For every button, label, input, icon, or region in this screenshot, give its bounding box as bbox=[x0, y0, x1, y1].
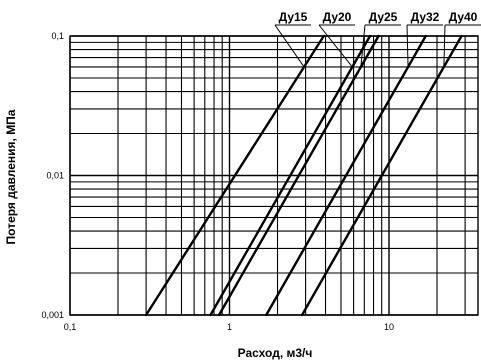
chart-grid bbox=[69, 35, 478, 316]
legend-labels: Ду15 Ду20 Ду25 Ду32 Ду40 bbox=[279, 10, 478, 24]
legend-label-1: Ду15 bbox=[279, 10, 308, 24]
tick-labels: 0,1 1 10 0,001 0,01 0,1 bbox=[41, 31, 394, 332]
series-line-5 bbox=[300, 34, 463, 317]
legend-leader-1 bbox=[274, 24, 305, 68]
plot-frame bbox=[69, 35, 479, 316]
legend-leader-5 bbox=[443, 24, 446, 67]
series-line-2 bbox=[209, 34, 372, 317]
legend-label-3: Ду25 bbox=[369, 10, 398, 24]
series-lines bbox=[144, 34, 463, 317]
legend-label-2: Ду20 bbox=[323, 10, 352, 24]
plot-border bbox=[69, 35, 479, 316]
x-tick-label: 0,1 bbox=[64, 322, 77, 332]
series-line-4 bbox=[265, 34, 427, 317]
series-line-3 bbox=[217, 34, 380, 317]
legend-leader-4 bbox=[406, 24, 409, 67]
legend-leader-3 bbox=[360, 24, 366, 67]
x-axis-label: Расход, м3/ч bbox=[238, 346, 313, 360]
y-axis-label: Потеря давления, МПа bbox=[4, 109, 18, 244]
series-line-1 bbox=[144, 34, 325, 317]
legend-label-5: Ду40 bbox=[449, 10, 478, 24]
y-tick-label: 0,1 bbox=[51, 31, 64, 41]
x-tick-label: 1 bbox=[227, 322, 232, 332]
y-tick-label: 0,01 bbox=[46, 171, 64, 181]
x-tick-label: 10 bbox=[384, 322, 394, 332]
legend-leaders bbox=[274, 24, 481, 68]
legend-leader-2 bbox=[318, 24, 353, 68]
y-tick-label: 0,001 bbox=[41, 310, 64, 320]
legend-label-4: Ду32 bbox=[411, 10, 440, 24]
